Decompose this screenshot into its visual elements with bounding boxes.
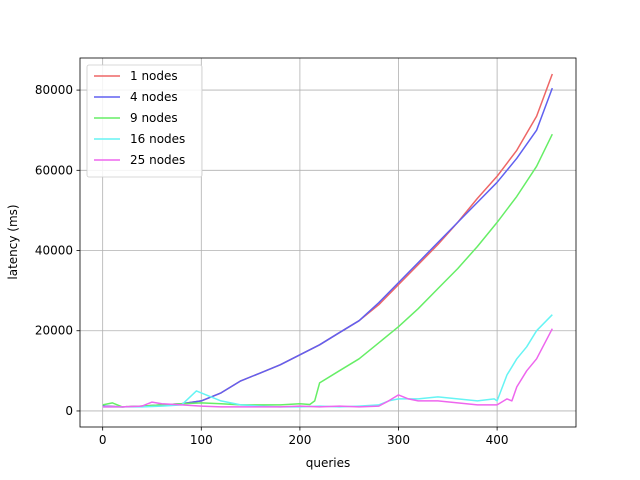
x-ticks: 0 100 200 300 400 [99, 427, 509, 447]
legend-label: 9 nodes [130, 111, 178, 125]
x-tick-label: 400 [486, 433, 509, 447]
x-tick-label: 100 [190, 433, 213, 447]
legend-label: 1 nodes [130, 69, 178, 83]
legend: 1 nodes 4 nodes 9 nodes 16 nodes 25 nodes [86, 64, 203, 178]
series-layer [102, 73, 554, 408]
y-tick-label: 60000 [35, 163, 73, 177]
legend-label: 25 nodes [130, 153, 185, 167]
y-ticks: 0 20000 40000 60000 80000 [35, 83, 80, 418]
y-tick-label: 40000 [35, 244, 73, 258]
y-tick-label: 0 [65, 404, 73, 418]
x-tick-label: 200 [288, 433, 311, 447]
legend-label: 4 nodes [130, 90, 178, 104]
y-tick-label: 80000 [35, 83, 73, 97]
x-tick-label: 300 [387, 433, 410, 447]
series-line-5 [102, 328, 553, 408]
legend-label: 16 nodes [130, 132, 185, 146]
y-axis-label: latency (ms) [6, 204, 20, 279]
y-tick-label: 20000 [35, 324, 73, 338]
x-axis-label: queries [306, 456, 351, 470]
x-tick-label: 0 [99, 433, 107, 447]
plot-frame [79, 57, 577, 428]
legend-box [86, 64, 203, 178]
